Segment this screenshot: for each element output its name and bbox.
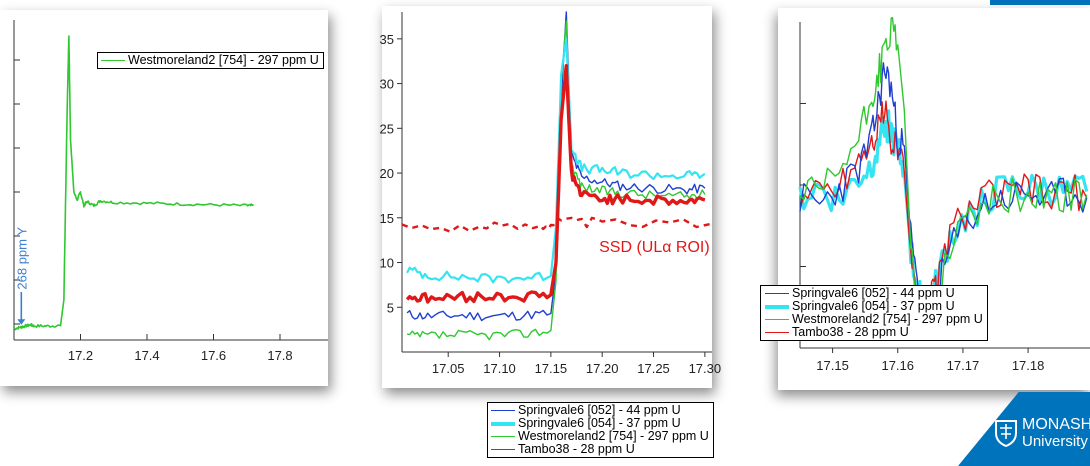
x-tick-label-1: 17.10 (483, 361, 516, 376)
legend3-label-tambo38: Tambo38 - 28 ppm U (792, 325, 909, 339)
annotation-268-ppm-y: 268 ppm Y (14, 227, 29, 290)
legend3-swatch-westmoreland (765, 319, 789, 320)
monash-logo: MONASH University (958, 392, 1090, 466)
legend-label-tambo38: Tambo38 - 28 ppm U (518, 442, 635, 456)
panel-comparison-spectra: 5 10 15 20 25 30 35 17.05 17.10 17.15 17.20 17.25 17… (380, 6, 721, 388)
x-tick-label-2: 17.6 (201, 348, 226, 363)
legend3-label-springvale054: Springvale6 [054] - 37 ppm U (792, 299, 955, 313)
monash-crest-icon (995, 420, 1017, 448)
y-tick-label-0: 5 (387, 300, 394, 315)
legend-panel1: Westmoreland2 [754] - 297 ppm U (97, 52, 324, 69)
series-westmoreland-line (406, 20, 706, 341)
series-westmoreland-line (799, 16, 1088, 332)
series-springvale054-line (406, 37, 706, 284)
x-tick-label-5: 17.30 (689, 361, 722, 376)
panel-peak-zoom: 17.15 17.16 17.17 17.18 Springvale6 [052] -… (760, 8, 1090, 390)
annotation-ssd-roi: SSD (ULα ROI) (599, 239, 710, 256)
legend3-label-westmoreland: Westmoreland2 [754] - 297 ppm U (792, 312, 983, 326)
x-tick-label-0: 17.15 (816, 358, 849, 373)
y-tick-label-3: 20 (380, 166, 394, 181)
series-tambo38-line (405, 64, 706, 304)
chart-comparison: 5 10 15 20 25 30 35 17.05 17.10 17.15 17.20 17.25 17… (380, 11, 721, 376)
x-tick-label-2: 17.15 (535, 361, 568, 376)
y-tick-label-2: 15 (380, 211, 394, 226)
legend-label-westmoreland: Westmoreland2 [754] - 297 ppm U (128, 53, 319, 67)
legend-swatch-tambo38 (491, 449, 515, 450)
legend-label-springvale054: Springvale6 [054] - 37 ppm U (518, 416, 681, 430)
legend3-swatch-springvale054 (765, 304, 789, 309)
legend-swatch-springvale052 (491, 410, 515, 411)
y-tick-label-5: 30 (380, 77, 394, 92)
brand-top-bar (990, 0, 1090, 5)
x-tick-label-1: 17.16 (881, 358, 914, 373)
legend-panel3: Springvale6 [052] - 44 ppm U Springvale6… (760, 285, 988, 341)
chart-westmoreland: 17.2 17.4 17.6 17.8 268 ppm Y (13, 20, 328, 363)
x-tick-label-4: 17.25 (637, 361, 670, 376)
x-tick-label-3: 17.8 (267, 348, 292, 363)
legend3-swatch-springvale052 (765, 293, 789, 294)
x-tick-label-1: 17.4 (134, 348, 159, 363)
x-tick-label-0: 17.2 (68, 348, 93, 363)
series-springvale052-line (799, 62, 1088, 319)
panel-westmoreland-spectrum: 17.2 17.4 17.6 17.8 268 ppm Y Westmoreland2 … (0, 10, 328, 386)
legend-swatch-westmoreland (101, 60, 125, 61)
x-tick-label-3: 17.20 (586, 361, 619, 376)
legend-swatch-westmoreland2 (491, 436, 515, 437)
x-tick-label-2: 17.17 (947, 358, 980, 373)
logo-line-monash: MONASH (1022, 416, 1090, 433)
legend-label-springvale052: Springvale6 [052] - 44 ppm U (518, 403, 681, 417)
x-tick-label-3: 17.18 (1012, 358, 1045, 373)
legend-center: Springvale6 [052] - 44 ppm U Springvale6… (487, 402, 714, 458)
legend-label-westmoreland2: Westmoreland2 [754] - 297 ppm U (518, 429, 709, 443)
y-tick-label-1: 10 (380, 256, 394, 271)
series-westmoreland-line (13, 35, 255, 331)
x-tick-label-0: 17.05 (432, 361, 465, 376)
legend-swatch-springvale054 (491, 421, 515, 426)
logo-line-university: University (1022, 433, 1088, 450)
legend3-label-springvale052: Springvale6 [052] - 44 ppm U (792, 286, 955, 300)
annotation-arrow-head (17, 319, 26, 325)
y-tick-label-6: 35 (380, 32, 394, 47)
legend3-swatch-tambo38 (765, 332, 789, 333)
series-ssd-dashed-line (401, 216, 711, 233)
y-tick-label-4: 25 (380, 121, 394, 136)
